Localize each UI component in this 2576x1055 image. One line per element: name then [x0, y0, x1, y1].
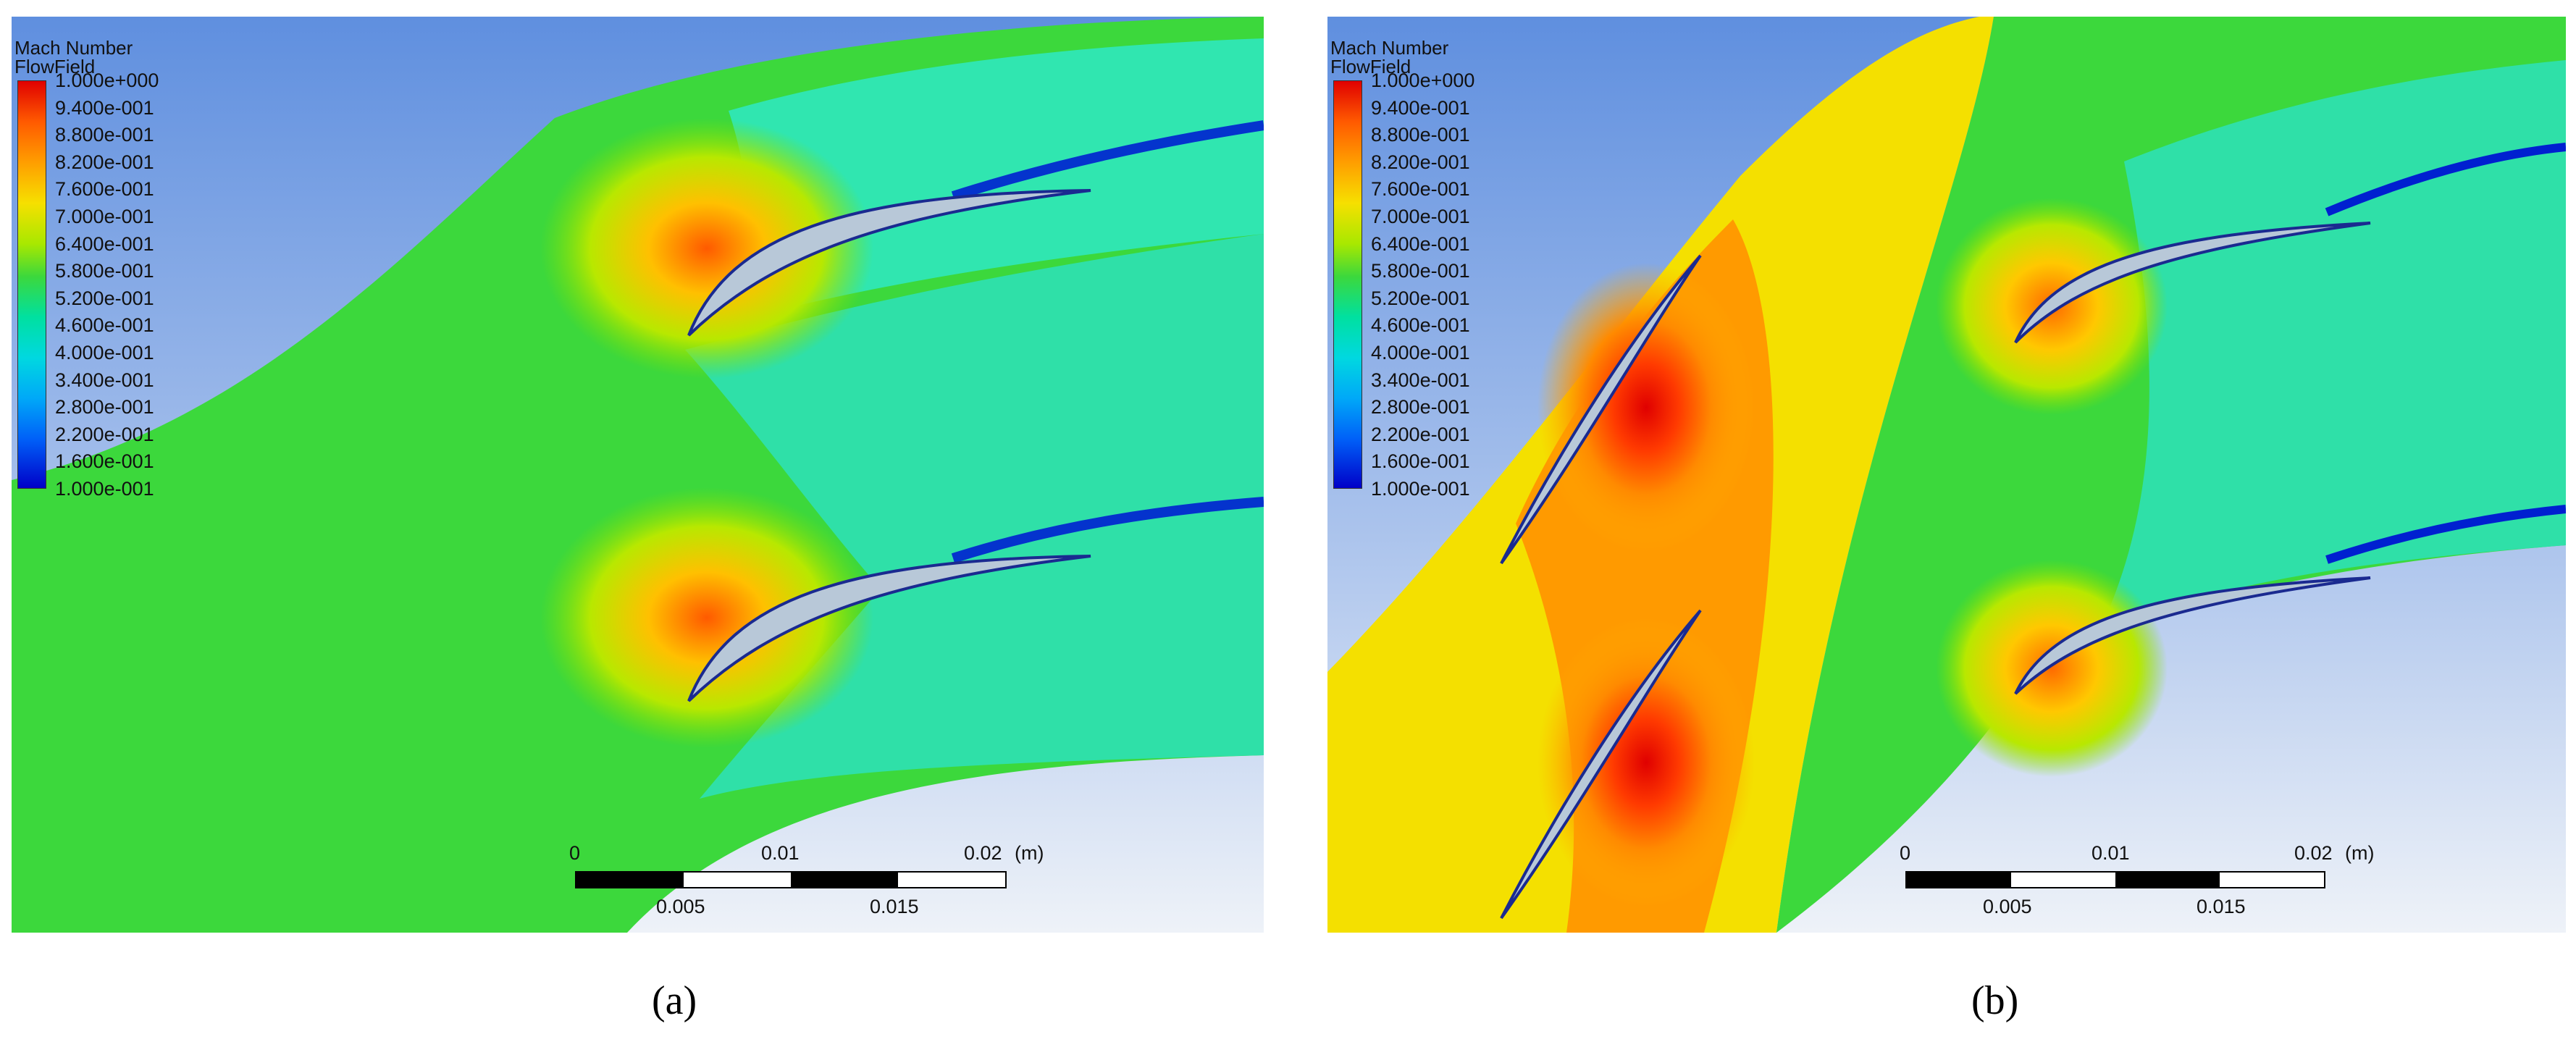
legend-tick: 9.400e-001: [1371, 96, 1470, 119]
legend-tick: 4.600e-001: [55, 314, 154, 337]
legend-tick: 6.400e-001: [55, 232, 154, 255]
blade: [687, 189, 1091, 337]
scale-segment: [791, 873, 898, 887]
wake-streak: [951, 120, 1264, 201]
blade: [2014, 222, 2371, 344]
legend-tick: 4.000e-001: [55, 341, 154, 363]
wake-streak: [951, 497, 1264, 563]
legend-tick: 8.200e-001: [55, 151, 154, 173]
legend-tick: 2.800e-001: [1371, 396, 1470, 419]
scale-segment: [576, 873, 684, 887]
legend-tick: 2.200e-001: [55, 423, 154, 445]
scale-unit: (m): [2345, 842, 2375, 864]
legend-tick: 1.000e+000: [55, 70, 159, 91]
legend-tick: 3.400e-001: [1371, 369, 1470, 391]
legend-tick: 8.800e-001: [55, 124, 154, 146]
legend-tick: 3.400e-001: [55, 369, 154, 391]
legend-tick: 7.600e-001: [1371, 178, 1470, 201]
scale-segment: [1907, 873, 2011, 887]
blade: [1500, 609, 1702, 920]
legend-tick: 7.000e-001: [55, 205, 154, 227]
color-scale-bar: [17, 80, 46, 489]
legend-tick: 8.800e-001: [1371, 124, 1470, 146]
peak-mach-region: [1537, 263, 1755, 552]
legend-tick: 5.800e-001: [55, 260, 154, 282]
contour-panel-a: Mach Number FlowField 1.000e+000 9.400e-…: [12, 17, 1264, 933]
legend-subtitle: FlowField: [14, 56, 96, 77]
scale-label-001: 0.01: [761, 842, 800, 864]
legend-tick: 6.400e-001: [1371, 232, 1470, 255]
wake-region: [2095, 60, 2566, 639]
blade: [687, 555, 1091, 702]
scale-bar: 0 0.01 0.02 (m) 0.005 0.015: [562, 842, 1044, 929]
scale-segment: [898, 873, 1005, 887]
scale-segment: [2115, 873, 2220, 887]
legend-tick: 1.600e-001: [1371, 450, 1470, 473]
caption-b: (b): [1971, 978, 2019, 1023]
color-legend: Mach Number FlowField 1.000e+000 9.400e-…: [1330, 37, 1519, 499]
legend-tick: 5.200e-001: [55, 287, 154, 309]
blade: [1500, 254, 1702, 565]
scale-label-0005: 0.005: [656, 896, 705, 917]
legend-title: Mach Number: [1330, 37, 1449, 59]
leading-edge-acceleration: [540, 487, 873, 748]
legend-tick: 1.000e+000: [1371, 70, 1475, 91]
legend-tick-list: 1.000e+000 9.400e-001 8.800e-001 8.200e-…: [1371, 70, 1474, 506]
legend-tick: 9.400e-001: [55, 96, 154, 119]
leading-edge-acceleration: [540, 118, 873, 379]
legend-title: Mach Number: [14, 37, 133, 59]
wake-streak: [2325, 143, 2566, 217]
scale-bar: 0 0.01 0.02 (m) 0.005 0.015: [1892, 842, 2374, 929]
legend-tick: 8.200e-001: [1371, 151, 1470, 173]
scale-bar-segments: [1905, 871, 2325, 888]
scale-label-0015: 0.015: [2197, 896, 2246, 917]
legend-tick: 1.000e-001: [1371, 477, 1470, 500]
scale-bar-segments: [575, 871, 1007, 888]
scale-label-002: 0.02: [964, 842, 1002, 864]
legend-tick: 4.600e-001: [1371, 314, 1470, 337]
legend-tick: 5.800e-001: [1371, 260, 1470, 282]
legend-tick: 5.200e-001: [1371, 287, 1470, 309]
legend-tick: 2.200e-001: [1371, 423, 1470, 445]
scale-segment: [2011, 873, 2115, 887]
legend-subtitle: FlowField: [1330, 56, 1411, 77]
leading-edge-acceleration: [1936, 560, 2168, 777]
color-scale-bar: [1333, 80, 1362, 489]
mach-contour-plot-b: [1327, 17, 2566, 933]
scale-label-002: 0.02: [2294, 842, 2333, 864]
legend-tick: 1.000e-001: [55, 477, 154, 500]
scale-label-0005: 0.005: [1983, 896, 2032, 917]
contour-panel-b: Mach Number FlowField 1.000e+000 9.400e-…: [1327, 17, 2566, 933]
mach-contour-plot-a: [12, 17, 1264, 933]
scale-label-0015: 0.015: [870, 896, 919, 917]
caption-a: (a): [652, 978, 697, 1023]
color-legend: Mach Number FlowField 1.000e+000 9.400e-…: [14, 37, 203, 499]
scale-label-001: 0.01: [2092, 842, 2130, 864]
legend-tick: 7.000e-001: [1371, 205, 1470, 227]
scale-segment: [2220, 873, 2324, 887]
legend-tick-list: 1.000e+000 9.400e-001 8.800e-001 8.200e-…: [55, 70, 159, 506]
scale-label-0: 0: [1900, 842, 1911, 864]
peak-mach-region: [1537, 618, 1755, 907]
legend-tick: 7.600e-001: [55, 178, 154, 201]
legend-tick: 2.800e-001: [55, 396, 154, 419]
wake-streak: [2325, 505, 2566, 564]
scale-segment: [684, 873, 791, 887]
legend-tick: 1.600e-001: [55, 450, 154, 473]
legend-tick: 4.000e-001: [1371, 341, 1470, 363]
scale-unit: (m): [1015, 842, 1044, 864]
scale-label-0: 0: [569, 842, 581, 864]
blade: [2014, 576, 2371, 695]
